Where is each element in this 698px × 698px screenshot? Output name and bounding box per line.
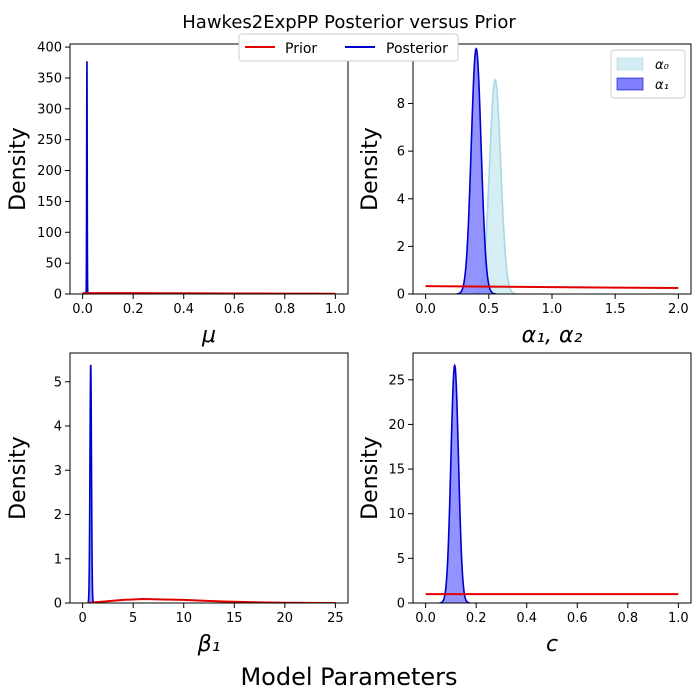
plot-area xyxy=(87,364,336,603)
x-axis-label: c xyxy=(546,632,558,657)
x-tick-label: 20 xyxy=(277,611,294,626)
y-tick-label: 0 xyxy=(397,597,405,612)
x-tick-label: 0.8 xyxy=(274,302,295,317)
x-tick-label: 15 xyxy=(226,611,243,626)
x-axis-label: α₁, α₂ xyxy=(522,323,583,348)
axes-frame xyxy=(69,352,349,604)
x-tick-label: 0.6 xyxy=(567,611,588,626)
y-tick-label: 8 xyxy=(397,97,405,112)
y-tick-label: 2 xyxy=(54,508,62,523)
x-tick-label: 0.6 xyxy=(224,302,245,317)
x-tick-label: 0.5 xyxy=(478,302,499,317)
posterior-fill-c xyxy=(439,365,470,603)
plot-area xyxy=(425,363,679,603)
y-tick-label: 15 xyxy=(388,463,405,478)
prior-line xyxy=(87,598,336,603)
legend-posterior-label: Posterior xyxy=(386,41,448,57)
y-axis-label: Density xyxy=(358,436,383,520)
y-tick-label: 50 xyxy=(45,257,62,272)
y-tick-label: 400 xyxy=(37,41,62,56)
x-tick-label: 5 xyxy=(129,611,137,626)
posterior-fill-β₁ xyxy=(87,364,94,603)
x-tick-label: 0.4 xyxy=(173,302,194,317)
x-tick-label: 1.0 xyxy=(542,302,563,317)
x-tick-label: 10 xyxy=(175,611,192,626)
posterior-fill-α₁ xyxy=(456,48,496,294)
x-tick-label: 2.0 xyxy=(668,302,689,317)
panel-legend-swatch xyxy=(616,77,644,91)
y-tick-label: 100 xyxy=(37,226,62,241)
y-tick-label: 6 xyxy=(397,145,405,160)
panel-beta: 0 5 10 15 20 25 0 1 2 3 4 5 β₁ Density xyxy=(6,352,349,657)
x-tick-label: 0.4 xyxy=(516,611,537,626)
axes-frame xyxy=(69,43,349,295)
x-tick-label: 25 xyxy=(327,611,344,626)
prior-line xyxy=(425,285,679,290)
y-tick-label: 5 xyxy=(54,375,62,390)
y-tick-label: 3 xyxy=(54,464,62,479)
panel-c: 0.0 0.2 0.4 0.6 0.8 1.0 0 5 10 15 20 25 c Density xyxy=(358,352,692,657)
y-axis-label: Density xyxy=(358,127,383,211)
x-tick-label: 0 xyxy=(78,611,86,626)
y-tick-label: 150 xyxy=(37,195,62,210)
panel-legend-label: α₁ xyxy=(655,78,669,93)
y-tick-label: 5 xyxy=(397,552,405,567)
y-tick-label: 10 xyxy=(388,507,405,522)
x-tick-label: 0.8 xyxy=(617,611,638,626)
x-tick-label: 0.0 xyxy=(415,302,436,317)
y-tick-label: 20 xyxy=(388,418,405,433)
y-tick-label: 350 xyxy=(37,71,62,86)
x-tick-label: 0.2 xyxy=(466,611,487,626)
y-axis-label: Density xyxy=(6,127,31,211)
legend-prior-label: Prior xyxy=(285,41,317,57)
posterior-line-c xyxy=(439,363,470,603)
x-tick-label: 0.0 xyxy=(72,302,93,317)
y-tick-label: 0 xyxy=(54,288,62,303)
y-tick-label: 4 xyxy=(54,420,62,435)
x-tick-label: 1.0 xyxy=(325,302,346,317)
posterior-fill-α₀ xyxy=(472,79,518,294)
y-axis-label: Density xyxy=(6,436,31,520)
figure-xlabel: Model Parameters xyxy=(240,663,457,691)
y-tick-label: 0 xyxy=(54,597,62,612)
plot-area xyxy=(425,47,679,294)
y-tick-label: 300 xyxy=(37,102,62,117)
x-tick-label: 1.0 xyxy=(668,611,689,626)
y-tick-label: 250 xyxy=(37,133,62,148)
y-tick-label: 200 xyxy=(37,164,62,179)
x-tick-label: 0.0 xyxy=(415,611,436,626)
panel-legend-label: α₀ xyxy=(655,58,670,73)
y-tick-label: 4 xyxy=(397,192,405,207)
posterior-line-μ xyxy=(85,61,89,294)
panel-mu: 0.0 0.2 0.4 0.6 0.8 1.0 0 50 100 150 200 250 300 350 4… xyxy=(6,41,349,348)
axes-frame xyxy=(412,352,692,604)
plot-area xyxy=(82,61,336,294)
panel-legend-frame xyxy=(610,49,686,99)
y-tick-label: 2 xyxy=(397,240,405,255)
x-tick-label: 0.2 xyxy=(123,302,144,317)
figure-legend: Prior Posterior xyxy=(238,33,459,62)
x-tick-label: 1.5 xyxy=(605,302,626,317)
x-axis-label: μ xyxy=(201,323,216,348)
panel-legend-swatch xyxy=(616,57,644,71)
posterior-line-β₁ xyxy=(87,364,95,603)
y-tick-label: 0 xyxy=(397,288,405,303)
figure-title: Hawkes2ExpPP Posterior versus Prior xyxy=(182,12,516,33)
y-tick-label: 25 xyxy=(388,373,405,388)
x-axis-label: β₁ xyxy=(197,632,221,657)
y-tick-label: 1 xyxy=(54,552,62,567)
